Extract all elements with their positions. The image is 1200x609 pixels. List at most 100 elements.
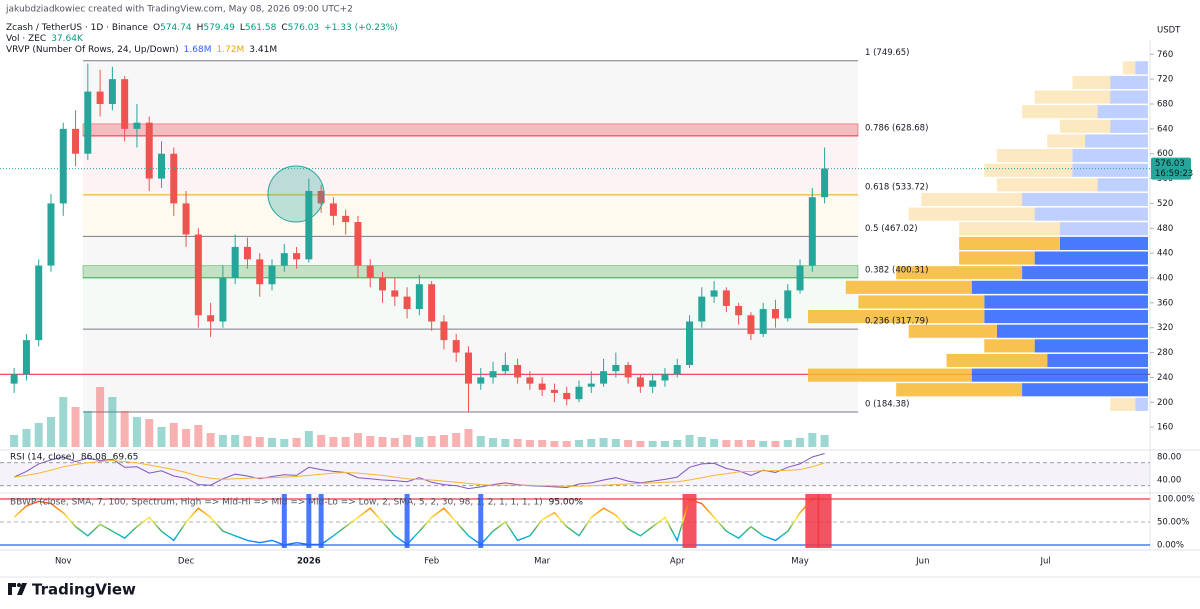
volume-bar — [46, 417, 55, 447]
candle-body — [821, 168, 829, 198]
candle-body — [342, 215, 350, 223]
profile-up — [996, 324, 1148, 338]
volume-bar — [710, 439, 719, 447]
candle-body — [575, 386, 583, 400]
fib-label: 0.618 (533.72) — [865, 182, 928, 192]
y-tick-label: 600 — [1157, 149, 1173, 159]
volume-bar — [231, 435, 240, 447]
candle-body — [72, 128, 80, 154]
volume-bar — [513, 439, 522, 447]
price-change: +1.33 (+0.23%) — [324, 23, 398, 33]
candle-body — [636, 377, 644, 387]
candle-body — [747, 315, 755, 334]
volume-bar — [169, 423, 178, 447]
profile-down — [896, 383, 1023, 397]
symbol: Zcash / TetherUS · 1D · Binance — [6, 23, 148, 33]
volume-bar — [697, 437, 706, 447]
bbwp-low-extreme — [306, 494, 312, 548]
y-tick-label: 400 — [1157, 273, 1173, 283]
bbwp-tick-label: 100.00% — [1157, 494, 1195, 504]
volume-bar — [206, 433, 215, 447]
y-tick-label: 160 — [1157, 423, 1173, 433]
volume-bar — [464, 429, 473, 447]
volume-bar — [353, 433, 362, 447]
volume-bar — [157, 427, 166, 447]
x-tick-label: Jul — [1039, 557, 1050, 567]
rsi-value: 69.65 — [113, 453, 139, 463]
y-tick-label: 720 — [1157, 75, 1173, 85]
volume-bar — [476, 436, 485, 447]
logo-mark — [17, 583, 27, 595]
profile-up — [984, 295, 1148, 309]
candle-body — [403, 296, 411, 310]
profile-up — [984, 310, 1148, 324]
volume-bar — [501, 439, 510, 447]
y-tick-label: 200 — [1157, 398, 1173, 408]
profile-up — [1110, 90, 1148, 104]
volume-bar — [452, 433, 461, 447]
candle-body — [563, 392, 571, 400]
profile-up — [1110, 119, 1148, 133]
volume-bar — [390, 438, 399, 447]
candle-body — [84, 91, 92, 154]
profile-down — [996, 149, 1073, 163]
candle-body — [329, 203, 337, 216]
volume-legend: Vol · ZEC 37.64K — [6, 34, 84, 44]
candle-body — [600, 371, 608, 384]
vrvp-up: 1.68M — [184, 45, 212, 55]
candle-body — [428, 284, 436, 322]
candle-body — [661, 374, 669, 381]
volume-bar — [759, 441, 768, 447]
profile-up — [1022, 192, 1148, 207]
candle-body — [808, 197, 816, 266]
candle-body — [170, 153, 178, 204]
profile-down — [858, 295, 985, 309]
profile-down — [1047, 134, 1086, 148]
volume-bar — [120, 411, 129, 447]
volume-bar — [538, 440, 547, 447]
profile-up — [1034, 251, 1148, 265]
ohlc-label: O — [153, 23, 160, 33]
candle-body — [452, 340, 460, 353]
profile-down — [959, 236, 1060, 250]
last-price-tag — [1151, 157, 1191, 180]
candle-body — [550, 389, 558, 393]
candle-body — [133, 122, 141, 129]
volume-bar — [796, 438, 805, 447]
profile-down — [908, 324, 997, 338]
volume-bar — [22, 429, 31, 447]
volume-bar — [489, 438, 498, 447]
volume-bar — [10, 435, 19, 447]
profile-up — [1022, 266, 1148, 280]
profile-down — [808, 368, 972, 382]
vrvp-label: VRVP (Number Of Rows, 24, Up/Down) — [6, 45, 179, 55]
x-tick-label: May — [791, 557, 809, 567]
volume-bar — [255, 437, 264, 447]
volume-bar — [575, 440, 583, 447]
profile-down — [1072, 75, 1111, 89]
volume-bar — [587, 439, 596, 447]
bbwp-tick-label: 0.00% — [1157, 540, 1184, 550]
fib-label: 0.786 (628.68) — [865, 123, 928, 133]
candle-body — [317, 190, 325, 204]
volume-bar — [673, 440, 682, 447]
y-tick-label: 440 — [1157, 249, 1173, 259]
candle-body — [268, 265, 276, 285]
volume-bar — [317, 435, 326, 447]
volume-bar — [304, 431, 313, 447]
volume-bar — [71, 407, 80, 447]
candle-body — [243, 246, 251, 260]
profile-up — [1022, 383, 1148, 397]
profile-down — [959, 251, 1035, 265]
bbwp-low-extreme — [478, 494, 484, 548]
candle-body — [47, 203, 55, 266]
candle-body — [624, 364, 632, 378]
candle-body — [440, 321, 448, 341]
ohlc-value: 574.74 — [160, 23, 192, 33]
volume-bar — [218, 435, 227, 447]
candle-body — [735, 305, 743, 316]
profile-down — [1110, 397, 1136, 411]
x-tick-label: Feb — [424, 557, 439, 567]
candle-body — [366, 265, 374, 278]
volume-bar — [59, 397, 68, 447]
